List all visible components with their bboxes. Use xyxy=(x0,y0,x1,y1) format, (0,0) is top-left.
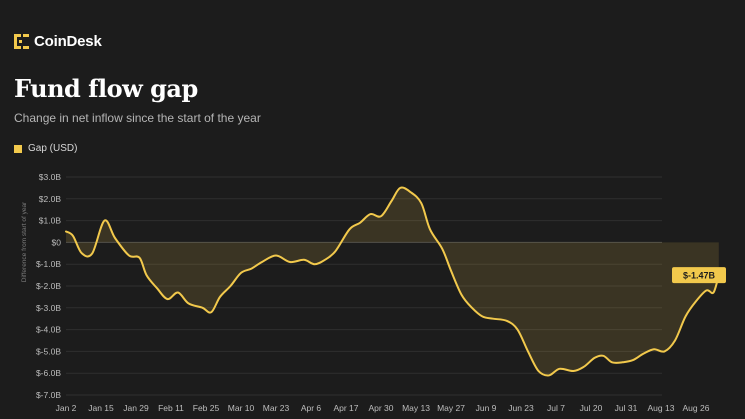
y-tick-label: $2.0B xyxy=(39,194,62,204)
series-line xyxy=(65,186,720,377)
y-tick-label: $-2.0B xyxy=(36,281,61,291)
x-tick-label: Aug 26 xyxy=(683,403,710,413)
series-area xyxy=(66,187,719,376)
x-tick-label: Apr 17 xyxy=(333,403,358,413)
x-tick-label: Apr 30 xyxy=(368,403,393,413)
legend-swatch xyxy=(14,144,22,153)
x-tick-label: Aug 13 xyxy=(648,403,675,413)
y-tick-label: $-4.0B xyxy=(36,325,61,335)
y-tick-label: $1.0B xyxy=(39,216,62,226)
y-axis-label: Difference from start of year xyxy=(21,201,28,282)
page-subtitle: Change in net inflow since the start of … xyxy=(14,111,261,125)
x-tick-label: May 13 xyxy=(402,403,430,413)
x-tick-label: Feb 25 xyxy=(193,403,220,413)
page-title: Fund flow gap xyxy=(14,74,198,103)
coindesk-logo-icon xyxy=(14,34,29,49)
x-tick-label: Jan 15 xyxy=(88,403,114,413)
y-tick-label: $-1.0B xyxy=(36,259,61,269)
y-tick-label: $-3.0B xyxy=(36,303,61,313)
legend-label: Gap (USD) xyxy=(28,143,78,154)
x-tick-label: Mar 10 xyxy=(228,403,255,413)
x-tick-label: Jan 2 xyxy=(56,403,77,413)
x-tick-label: Jun 9 xyxy=(476,403,497,413)
end-value-badge-bg xyxy=(672,267,726,284)
end-value-badge: $-1.47B xyxy=(672,267,726,284)
x-tick-label: Mar 23 xyxy=(263,403,290,413)
x-tick-label: Jan 29 xyxy=(123,403,149,413)
y-tick-label: $-7.0B xyxy=(36,390,61,400)
brand-name: CoinDesk xyxy=(34,33,102,50)
brand: CoinDesk xyxy=(14,33,102,50)
y-tick-label: $-6.0B xyxy=(36,368,61,378)
chart-legend: Gap (USD) xyxy=(14,143,77,154)
y-tick-label: $0 xyxy=(52,237,62,247)
x-tick-label: Jul 31 xyxy=(615,403,638,413)
x-tick-label: May 27 xyxy=(437,403,465,413)
x-tick-label: Jul 7 xyxy=(547,403,565,413)
x-tick-label: Jul 20 xyxy=(580,403,603,413)
y-tick-label: $-5.0B xyxy=(36,346,61,356)
x-tick-label: Apr 6 xyxy=(301,403,322,413)
end-value-label: $-1.47B xyxy=(683,271,716,281)
x-tick-label: Feb 11 xyxy=(158,403,184,413)
x-tick-label: Jun 23 xyxy=(508,403,534,413)
y-tick-label: $3.0B xyxy=(39,172,62,182)
